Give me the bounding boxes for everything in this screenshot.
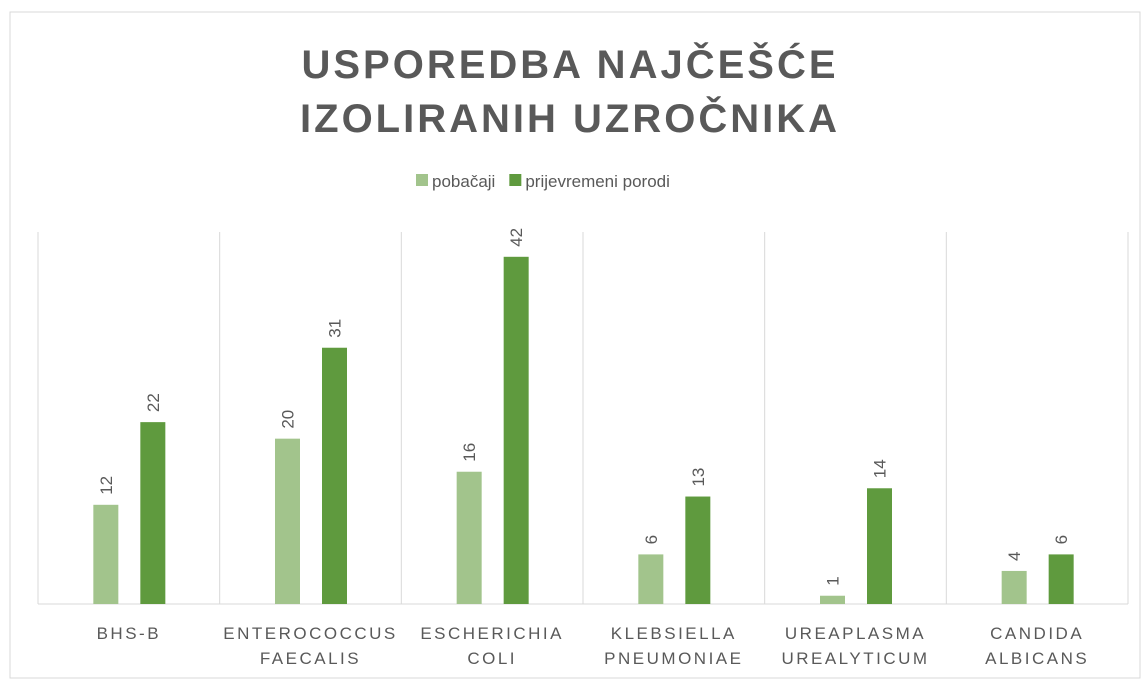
bar <box>93 504 119 604</box>
data-label: 1 <box>824 576 843 585</box>
legend-label: prijevremeni porodi <box>525 172 670 191</box>
bar <box>1048 554 1074 604</box>
data-label: 31 <box>326 319 345 338</box>
bar <box>275 438 300 604</box>
chart-border <box>9 11 1141 679</box>
x-tick-label: ENTEROCOCCUS FAECALIS <box>223 624 398 668</box>
data-label: 20 <box>279 410 298 429</box>
x-tick-label: BHS-B <box>97 624 161 643</box>
bar <box>503 256 529 604</box>
data-label: 22 <box>144 393 163 412</box>
x-tick-label: ESCHERICHIA COLI <box>420 624 564 668</box>
bar <box>820 595 845 604</box>
data-label: 6 <box>642 535 661 544</box>
data-label: 13 <box>689 468 708 487</box>
data-label: 12 <box>97 476 116 495</box>
bar <box>685 496 711 604</box>
data-label: 42 <box>507 228 526 247</box>
legend-swatch <box>416 174 428 186</box>
bar <box>1001 570 1027 604</box>
bar <box>867 488 892 604</box>
data-label: 4 <box>1005 551 1024 560</box>
x-tick-label: UREAPLASMA UREALYTICUM <box>781 624 929 668</box>
bar <box>140 422 166 604</box>
data-label: 6 <box>1052 535 1071 544</box>
legend-swatch <box>509 174 522 186</box>
data-label: 16 <box>460 443 479 462</box>
legend-label: pobačaji <box>432 172 495 191</box>
bar <box>638 554 664 604</box>
bar <box>322 347 347 604</box>
x-tick-label: KLEBSIELLA PNEUMONIAE <box>604 624 743 668</box>
bar <box>456 471 482 604</box>
chart-title: USPOREDBA NAJČEŠĆE IZOLIRANIH UZROČNIKA <box>300 43 840 141</box>
legend: pobačaji prijevremeni porodi <box>416 172 670 191</box>
data-label: 14 <box>871 459 890 478</box>
x-tick-label: CANDIDA ALBICANS <box>985 624 1089 668</box>
